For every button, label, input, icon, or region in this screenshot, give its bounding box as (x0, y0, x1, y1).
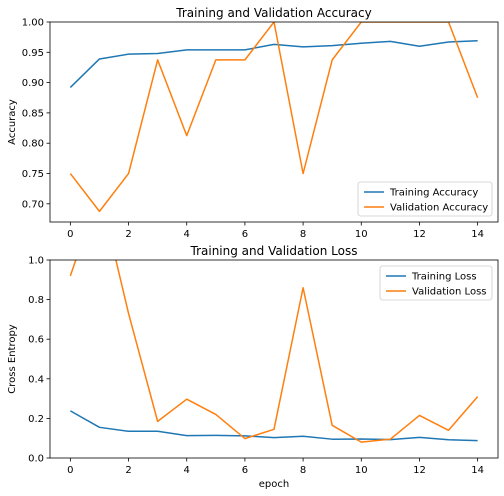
y-tick-label: 0.80 (22, 139, 44, 150)
x-tick-label: 10 (355, 229, 368, 240)
y-tick-label: 1.0 (28, 256, 44, 267)
y-tick-label: 0.0 (28, 454, 44, 465)
series-line-1 (69, 22, 479, 213)
legend-label: Training Loss (411, 272, 477, 283)
legend: Training Loss Validation Loss (379, 265, 493, 301)
x-tick-label: 0 (67, 465, 73, 476)
x-tick-label: 6 (242, 465, 248, 476)
chart-title: Training and Validation Accuracy (175, 6, 371, 20)
x-tick-label: 0 (67, 229, 73, 240)
series-line-1 (69, 260, 479, 443)
chart-0: Training and Validation Accuracy 0 2 4 6 8 10 1… (7, 6, 499, 240)
y-axis-label: Cross Entropy (7, 324, 18, 394)
y-tick-label: 0.2 (28, 414, 44, 425)
legend-label: Training Accuracy (389, 188, 478, 199)
x-tick-label: 2 (125, 229, 131, 240)
legend-box (379, 265, 493, 301)
x-tick-label: 8 (300, 229, 306, 240)
x-tick-label: 14 (471, 229, 484, 240)
x-tick-label: 14 (471, 465, 484, 476)
plot-frame (49, 21, 499, 223)
y-tick-label: 0.70 (22, 199, 44, 210)
y-tick-label: 0.95 (22, 48, 44, 59)
legend-label: Validation Loss (412, 287, 487, 298)
chart-1: Training and Validation Loss 0 2 4 6 8 10 12 14 0… (7, 244, 499, 490)
y-tick-label: 1.00 (22, 18, 44, 29)
y-tick-label: 0.90 (22, 78, 44, 89)
chart-title: Training and Validation Loss (190, 244, 358, 258)
x-tick-label: 10 (355, 465, 368, 476)
y-tick-label: 0.8 (28, 295, 44, 306)
x-tick-label: 8 (300, 465, 306, 476)
x-tick-label: 12 (413, 465, 426, 476)
legend-label: Validation Accuracy (390, 203, 488, 214)
series-line-0 (69, 410, 478, 442)
y-tick-label: 0.75 (22, 169, 44, 180)
x-tick-label: 2 (125, 465, 131, 476)
legend-box (357, 181, 493, 217)
x-tick-label: 6 (242, 229, 248, 240)
x-tick-label: 4 (184, 229, 190, 240)
x-axis-label: epoch (259, 479, 289, 490)
x-tick-label: 12 (413, 229, 426, 240)
legend: Training Accuracy Validation Accuracy (357, 181, 493, 217)
y-tick-label: 0.6 (28, 335, 44, 346)
series-line-0 (69, 40, 478, 88)
y-tick-label: 0.85 (22, 108, 44, 119)
plot-frame (49, 259, 499, 459)
y-axis-label: Accuracy (7, 99, 18, 145)
x-tick-label: 4 (184, 465, 190, 476)
y-tick-label: 0.4 (28, 374, 44, 385)
